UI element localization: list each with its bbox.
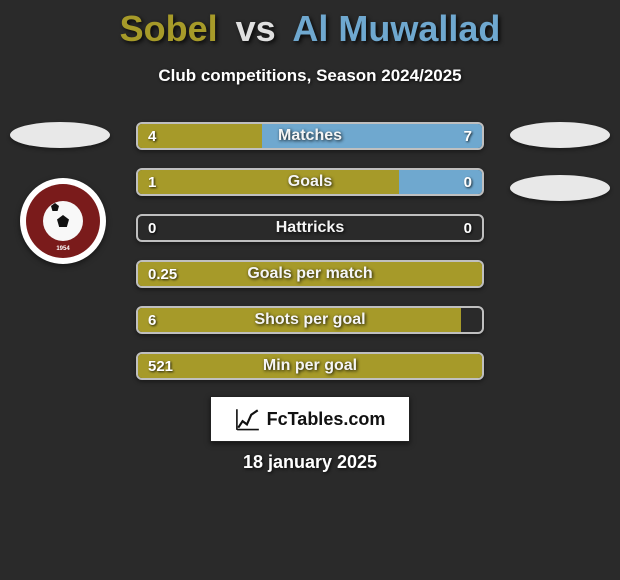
- stat-label: Hattricks: [138, 219, 482, 237]
- badge-year: 1954: [26, 246, 100, 252]
- player2-photo-placeholder-2: [510, 175, 610, 201]
- stat-row: 0.25Goals per match: [136, 260, 484, 288]
- stat-label: Min per goal: [138, 357, 482, 375]
- club-badge: 1954: [20, 178, 106, 264]
- player2-photo-placeholder-1: [510, 122, 610, 148]
- soccer-ball-icon: [43, 201, 83, 241]
- subtitle: Club competitions, Season 2024/2025: [0, 66, 620, 86]
- stat-label: Shots per goal: [138, 311, 482, 329]
- brand-box: FcTables.com: [210, 396, 410, 442]
- stat-label: Matches: [138, 127, 482, 145]
- stat-row: 00Hattricks: [136, 214, 484, 242]
- brand-text: FcTables.com: [267, 409, 386, 430]
- chart-icon: [235, 406, 261, 432]
- stat-row: 47Matches: [136, 122, 484, 150]
- stat-label: Goals: [138, 173, 482, 191]
- page-title: Sobel vs Al Muwallad: [0, 0, 620, 50]
- stat-label: Goals per match: [138, 265, 482, 283]
- player2-name: Al Muwallad: [292, 8, 500, 49]
- player1-name: Sobel: [120, 8, 218, 49]
- stat-row: 10Goals: [136, 168, 484, 196]
- stat-row: 6Shots per goal: [136, 306, 484, 334]
- vs-text: vs: [236, 8, 276, 49]
- date-text: 18 january 2025: [0, 452, 620, 473]
- stat-row: 521Min per goal: [136, 352, 484, 380]
- player1-photo-placeholder: [10, 122, 110, 148]
- stats-bars: 47Matches 10Goals 00Hattricks 0.25Goals per…: [136, 122, 484, 398]
